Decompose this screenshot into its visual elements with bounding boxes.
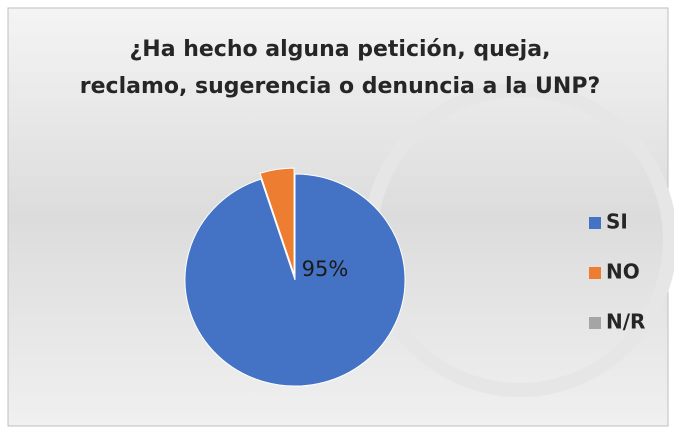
pie-slice	[184, 173, 406, 387]
legend-label: N/R	[606, 310, 645, 334]
legend-swatch	[589, 317, 601, 329]
legend-swatch	[589, 267, 601, 279]
data-label: 95%	[302, 257, 349, 281]
legend-label: SI	[606, 210, 628, 234]
chart-title: ¿Ha hecho alguna petición, queja,	[130, 37, 551, 62]
legend-swatch	[589, 217, 601, 229]
legend-label: NO	[606, 260, 640, 284]
pie-slice	[259, 167, 295, 275]
chart-title: reclamo, sugerencia o denuncia a la UNP?	[80, 74, 600, 99]
